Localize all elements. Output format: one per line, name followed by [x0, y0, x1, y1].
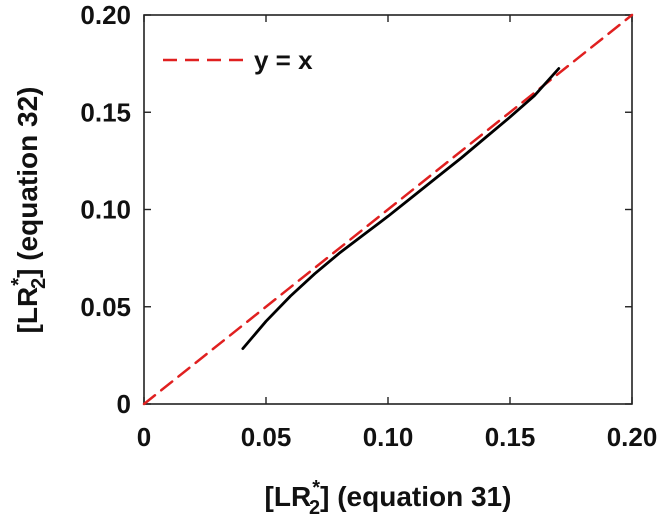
y-axis-label-suffix: ] (equation 32)	[12, 87, 43, 278]
x-tick-label: 0.10	[363, 422, 414, 452]
series-line-y-equals-x	[142, 13, 634, 406]
x-axis-label-subscript: 2	[309, 497, 320, 519]
legend: y = x	[150, 40, 345, 80]
y-tick-label: 0.05	[80, 292, 131, 322]
x-tick-label: 0.20	[607, 422, 658, 452]
y-axis-label-superscript: *	[8, 278, 30, 286]
y-axis-label: [LR*2] (equation 32)	[8, 87, 50, 334]
y-tick-label: 0.10	[80, 195, 131, 225]
series-line-equation-comparison	[241, 67, 561, 351]
axis-tick-labels: 0 0.05 0.10 0.15 0.20 0 0.05 0.10 0.15 0.20	[80, 0, 657, 452]
x-axis-label: [LR* 2] (equation 31)	[265, 477, 512, 519]
x-axis-label-suffix: ] (equation 31)	[320, 481, 511, 512]
x-tick-label: 0.05	[241, 422, 292, 452]
x-tick-label: 0	[137, 422, 151, 452]
x-axis-label-superscript: *	[312, 477, 320, 499]
y-tick-label: 0	[117, 389, 131, 419]
y-tick-label: 0.15	[80, 97, 131, 127]
x-axis-label-prefix: [LR	[265, 481, 312, 512]
legend-label-y-equals-x: y = x	[254, 45, 313, 75]
legend-box	[150, 40, 345, 80]
data-series	[142, 13, 634, 406]
y-axis-label-prefix: [LR	[12, 287, 43, 334]
y-axis-label-subscript: 2	[28, 278, 50, 289]
y-tick-label: 0.20	[80, 0, 131, 30]
x-tick-label: 0.15	[485, 422, 536, 452]
